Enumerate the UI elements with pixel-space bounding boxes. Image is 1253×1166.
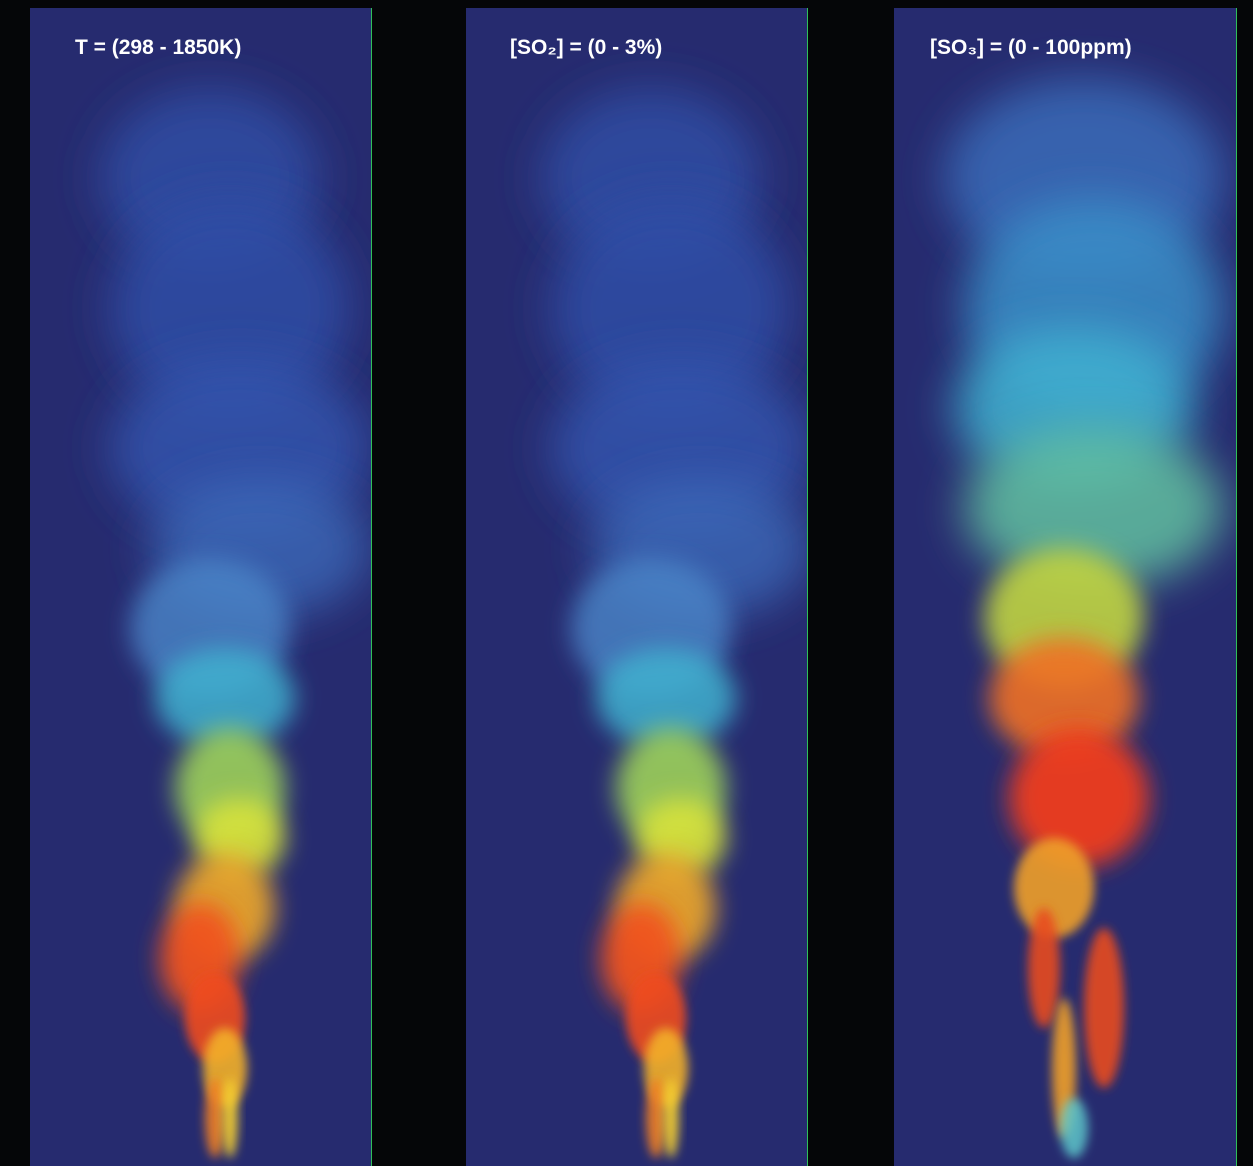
panel-label: [SO₂] = (0 - 3%) <box>510 36 662 59</box>
page: {"panels": [ {"label": "T = (298 - 1850K… <box>0 0 1253 1166</box>
panel-label: [SO₃] = (0 - 100ppm) <box>930 36 1132 59</box>
figure: T = (298 - 1850K) [SO₂] = (0 - 3%) [SO₃]… <box>0 0 1253 1166</box>
plume-blob <box>1060 1098 1088 1158</box>
panel-label: T = (298 - 1850K) <box>75 36 241 59</box>
plume-blob <box>1084 928 1124 1088</box>
panel <box>466 8 811 1166</box>
plume-blob <box>222 1078 238 1158</box>
panel <box>30 8 372 1166</box>
plume-blob <box>1028 908 1060 1028</box>
panel <box>894 8 1237 1166</box>
plume-blob <box>663 1078 679 1158</box>
plume-blob <box>1009 728 1149 868</box>
